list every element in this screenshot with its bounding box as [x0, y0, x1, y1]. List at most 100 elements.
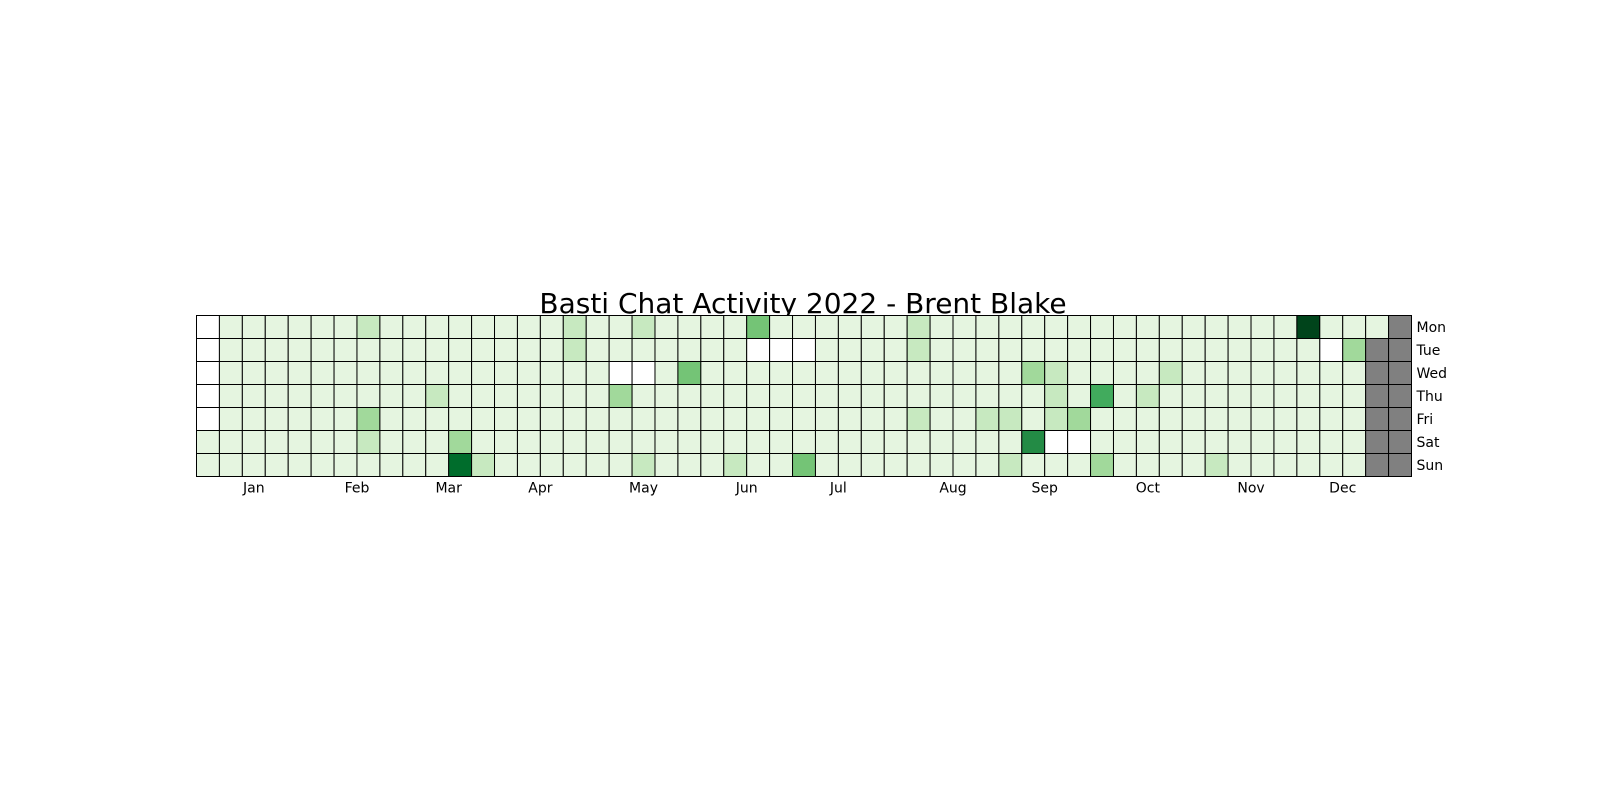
- heatmap-cell: [654, 407, 679, 431]
- heatmap-cell: [1135, 315, 1160, 339]
- heatmap-cell: [1067, 453, 1092, 477]
- heatmap-cell: [1204, 384, 1229, 408]
- heatmap-cell: [860, 338, 885, 362]
- heatmap-cell: [883, 384, 908, 408]
- heatmap-cell: [585, 384, 610, 408]
- heatmap-cell: [1227, 453, 1252, 477]
- heatmap-cell: [631, 453, 656, 477]
- heatmap-cell: [516, 338, 541, 362]
- heatmap-cell: [608, 315, 633, 339]
- heatmap-cell: [1181, 315, 1206, 339]
- heatmap-cell: [929, 361, 954, 385]
- heatmap-cell: [196, 407, 220, 431]
- heatmap-cell: [494, 430, 518, 454]
- heatmap-cell: [952, 384, 977, 408]
- heatmap-cell: [1158, 338, 1183, 362]
- heatmap-cell: [814, 361, 839, 385]
- heatmap-cell: [769, 453, 794, 477]
- heatmap-cell: [975, 338, 1000, 362]
- heatmap-cell: [677, 453, 702, 477]
- heatmap-cell: [1204, 407, 1229, 431]
- heatmap-cell: [471, 407, 496, 431]
- heatmap-cell: [448, 384, 473, 408]
- heatmap-cell: [677, 384, 702, 408]
- heatmap-cell: [975, 407, 1000, 431]
- day-axis-labels: Mon Tue Wed Thu Fri Sat Sun: [1416, 320, 1448, 474]
- heatmap-cell: [562, 338, 587, 362]
- heatmap-cell: [700, 384, 725, 408]
- heatmap-cell: [1342, 384, 1367, 408]
- heatmap-cell: [860, 407, 885, 431]
- heatmap-cell: [516, 384, 541, 408]
- heatmap-cell: [196, 315, 220, 339]
- heatmap-cell: [654, 338, 679, 362]
- heatmap-cell: [769, 407, 794, 431]
- heatmap-cell: [310, 430, 335, 454]
- heatmap-cell: [1044, 430, 1069, 454]
- heatmap-cell: [241, 361, 266, 385]
- heatmap-cell: [287, 384, 312, 408]
- heatmap-cell: [562, 407, 587, 431]
- heatmap-cell: [196, 453, 220, 477]
- heatmap-cell: [906, 384, 931, 408]
- day-label: Fri: [1417, 412, 1434, 428]
- heatmap-cell: [1021, 453, 1046, 477]
- month-label: Apr: [528, 481, 552, 497]
- heatmap-cell: [218, 338, 243, 362]
- day-label: Wed: [1417, 366, 1448, 382]
- heatmap-cell: [1250, 430, 1275, 454]
- heatmap-cell: [814, 384, 839, 408]
- heatmap-cell: [1021, 384, 1046, 408]
- heatmap-cell: [516, 315, 541, 339]
- heatmap-cell: [631, 430, 656, 454]
- heatmap-cell: [539, 407, 564, 431]
- heatmap-cell: [1090, 361, 1114, 385]
- heatmap-cell: [218, 315, 243, 339]
- heatmap-cell: [631, 384, 656, 408]
- heatmap-cell: [792, 453, 816, 477]
- heatmap-cell: [448, 430, 473, 454]
- heatmap-cell: [1021, 407, 1046, 431]
- heatmap-cell: [1250, 361, 1275, 385]
- heatmap-cell: [448, 407, 473, 431]
- heatmap-cell: [379, 453, 404, 477]
- heatmap-cell: [562, 315, 587, 339]
- heatmap-cell: [264, 453, 289, 477]
- heatmap-cell: [929, 338, 954, 362]
- heatmap-cell: [1365, 453, 1390, 477]
- heatmap-cell: [746, 315, 771, 339]
- heatmap-cell: [1319, 361, 1344, 385]
- heatmap-cell: [883, 361, 908, 385]
- heatmap-cell: [516, 407, 541, 431]
- heatmap-cell: [1365, 361, 1390, 385]
- heatmap-cell: [1204, 430, 1229, 454]
- heatmap-cell: [1021, 315, 1046, 339]
- heatmap-cell: [860, 430, 885, 454]
- heatmap-cell: [1296, 384, 1321, 408]
- heatmap-cell: [287, 453, 312, 477]
- heatmap-cell: [1342, 453, 1367, 477]
- heatmap-cell: [1090, 315, 1114, 339]
- heatmap-cell: [1204, 453, 1229, 477]
- heatmap-cell: [952, 315, 977, 339]
- heatmap-cell: [814, 453, 839, 477]
- heatmap-cell: [1112, 384, 1137, 408]
- heatmap-cell: [1044, 453, 1069, 477]
- heatmap-cell: [310, 361, 335, 385]
- heatmap-cell: [379, 407, 404, 431]
- heatmap-cell: [792, 361, 816, 385]
- heatmap-cell: [837, 338, 862, 362]
- heatmap-cell: [1250, 407, 1275, 431]
- heatmap-cell: [1388, 384, 1412, 408]
- day-label: Mon: [1417, 320, 1447, 336]
- heatmap-cell: [1090, 384, 1114, 408]
- heatmap-cell: [1250, 315, 1275, 339]
- heatmap-cell: [402, 453, 427, 477]
- heatmap-cell: [883, 338, 908, 362]
- heatmap-cell: [975, 361, 1000, 385]
- month-label: Sep: [1032, 481, 1059, 497]
- heatmap-cell: [746, 384, 771, 408]
- heatmap-cell: [998, 315, 1023, 339]
- heatmap-cell: [402, 407, 427, 431]
- heatmap-cell: [608, 384, 633, 408]
